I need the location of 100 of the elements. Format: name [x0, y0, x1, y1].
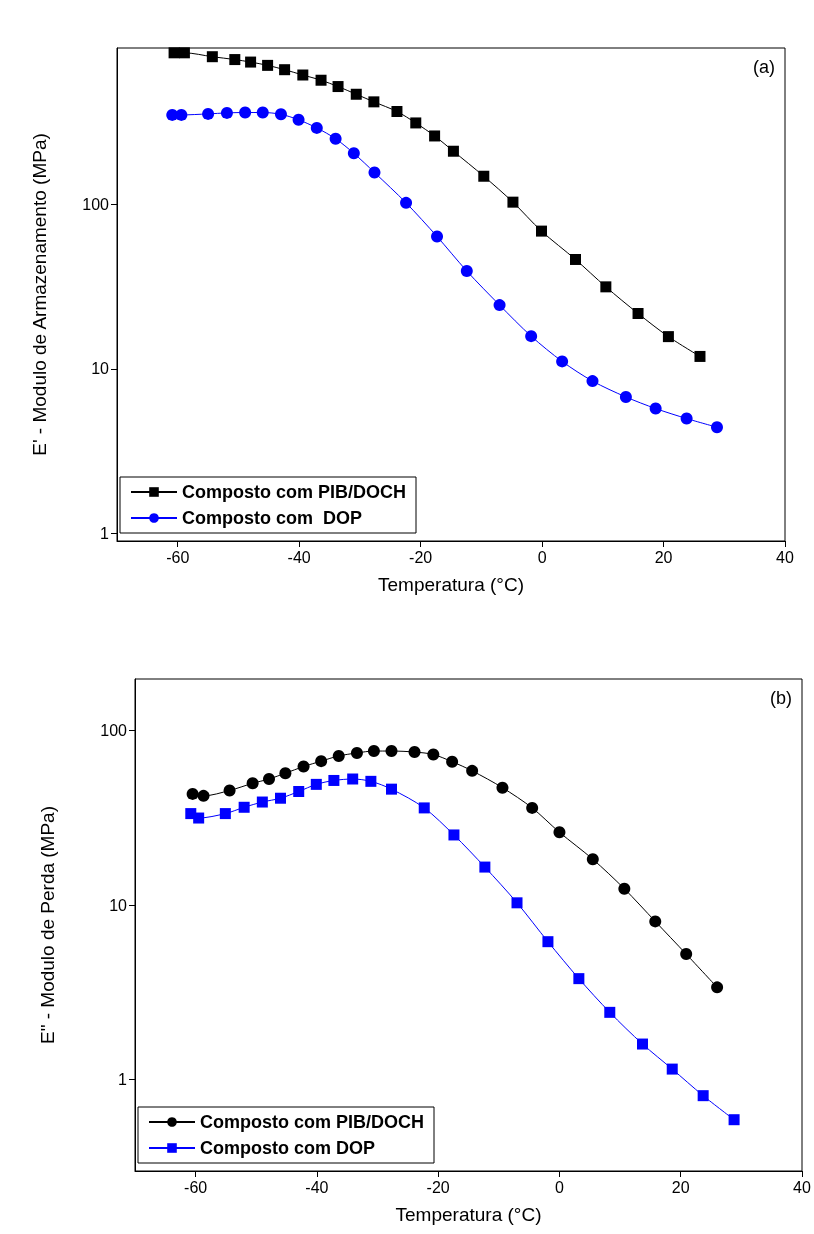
- point: [431, 230, 444, 243]
- point: [429, 130, 441, 142]
- point: [368, 166, 381, 179]
- y-axis-title: E" - Modulo de Perda (MPa): [37, 805, 58, 1045]
- x-tick-label: 20: [654, 548, 673, 566]
- point: [418, 802, 430, 814]
- point: [619, 390, 632, 403]
- point: [573, 973, 585, 985]
- point: [666, 1063, 678, 1075]
- point: [347, 147, 360, 160]
- point: [279, 64, 291, 76]
- point: [275, 792, 287, 804]
- x-axis-title: Temperatura (°C): [378, 574, 524, 595]
- point: [662, 331, 674, 343]
- x-tick-label: 0: [555, 1178, 564, 1196]
- point: [202, 107, 215, 120]
- point: [206, 51, 218, 63]
- point: [569, 253, 581, 265]
- point: [332, 749, 345, 762]
- point: [220, 106, 233, 119]
- x-tick-label: -40: [305, 1178, 329, 1196]
- point: [697, 1090, 709, 1102]
- point: [637, 1038, 649, 1050]
- x-axis-title: Temperatura (°C): [395, 1204, 542, 1225]
- legend-label: Composto com DOP: [200, 1138, 376, 1158]
- point: [178, 47, 190, 59]
- point: [263, 773, 276, 785]
- point: [446, 755, 459, 768]
- point: [632, 307, 644, 319]
- point: [556, 355, 569, 368]
- point: [274, 108, 287, 121]
- y-tick-label: 10: [91, 360, 110, 378]
- point: [711, 981, 724, 994]
- point: [694, 350, 706, 362]
- point: [680, 948, 693, 961]
- point: [332, 81, 344, 93]
- point: [466, 764, 479, 777]
- x-tick-label: -40: [287, 548, 311, 566]
- point: [223, 784, 236, 797]
- point: [175, 108, 188, 121]
- point: [297, 69, 309, 81]
- point: [219, 808, 231, 820]
- point: [649, 402, 662, 415]
- point: [347, 773, 359, 785]
- point: [586, 375, 599, 388]
- point: [197, 789, 210, 802]
- point: [728, 1114, 740, 1126]
- point: [385, 783, 397, 795]
- point: [262, 59, 274, 71]
- point: [542, 936, 554, 948]
- legend-label: Composto com PIB/DOCH: [182, 482, 407, 502]
- point: [400, 196, 413, 209]
- legend-label: Composto com PIB/DOCH: [200, 1112, 425, 1132]
- x-tick-label: -20: [409, 548, 433, 566]
- point: [168, 47, 180, 59]
- point: [711, 421, 723, 434]
- point: [229, 54, 241, 66]
- point: [479, 861, 491, 873]
- point: [525, 330, 538, 343]
- point: [618, 882, 631, 895]
- point: [350, 746, 363, 759]
- point: [553, 826, 566, 839]
- point: [507, 196, 519, 208]
- point: [310, 121, 323, 134]
- point: [315, 755, 328, 768]
- point: [447, 145, 459, 157]
- point: [649, 915, 662, 928]
- x-tick-label: 0: [537, 548, 547, 566]
- point: [385, 745, 398, 758]
- point: [279, 767, 292, 780]
- point: [391, 106, 403, 118]
- point: [496, 781, 509, 794]
- point: [460, 265, 473, 278]
- point: [368, 96, 380, 108]
- y-tick-label: 1: [100, 524, 110, 542]
- point: [246, 777, 259, 790]
- x-tick-label: -20: [426, 1178, 450, 1196]
- point: [478, 170, 490, 182]
- point: [367, 745, 380, 758]
- point: [328, 774, 340, 786]
- point: [526, 801, 539, 814]
- annotation: (b): [770, 688, 792, 708]
- point: [408, 746, 421, 759]
- point: [239, 106, 252, 119]
- point: [293, 785, 305, 797]
- y-tick-label: 100: [82, 195, 110, 213]
- x-tick-label: 20: [671, 1178, 690, 1196]
- point: [350, 88, 362, 100]
- point: [186, 787, 199, 800]
- y-tick-label: 1: [118, 1071, 128, 1089]
- x-tick-label: -60: [184, 1178, 208, 1196]
- x-tick-label: 40: [776, 548, 794, 566]
- y-tick-label: 100: [100, 721, 128, 739]
- y-tick-label: 10: [109, 896, 128, 914]
- point: [315, 74, 327, 86]
- point: [329, 132, 342, 145]
- point: [297, 760, 310, 773]
- point: [245, 56, 257, 68]
- point: [193, 812, 205, 824]
- point: [600, 281, 612, 293]
